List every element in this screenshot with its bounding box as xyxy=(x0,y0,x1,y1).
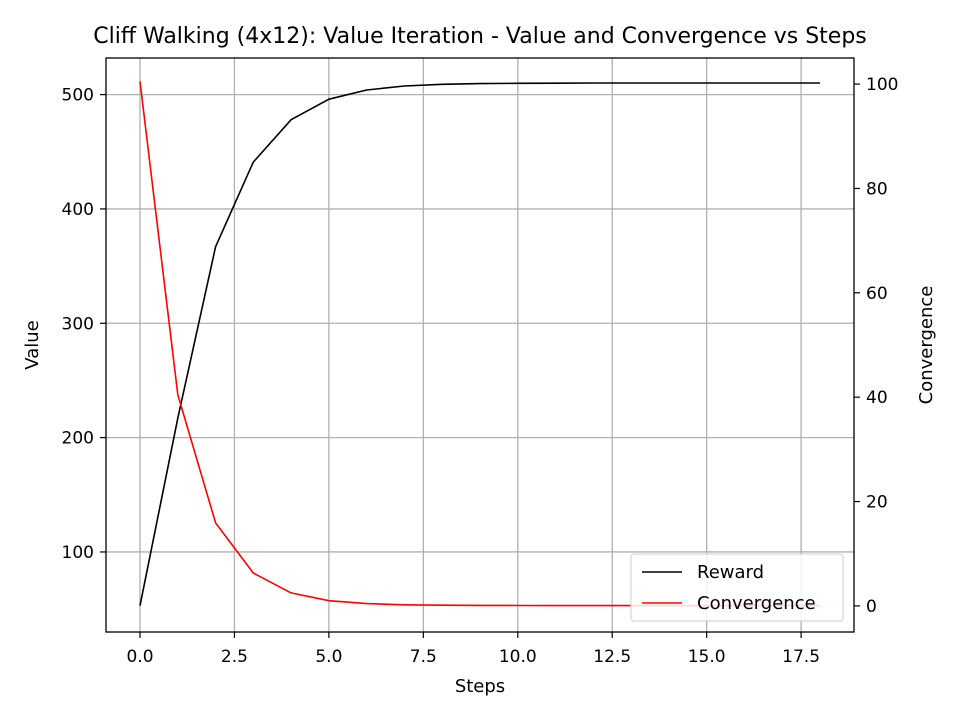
legend: Reward Convergence xyxy=(630,553,844,622)
series-line-reward xyxy=(139,82,820,606)
y2-tick-label: 80 xyxy=(866,179,888,199)
y-tick-label: 500 xyxy=(62,86,94,106)
y-tick-label: 100 xyxy=(62,543,94,563)
legend-label-convergence: Convergence xyxy=(697,593,816,614)
y-axis-ticks: 100 200 300 400 500 xyxy=(62,86,106,563)
x-tick-label: 17.5 xyxy=(782,647,820,667)
x-tick-label: 12.5 xyxy=(593,647,631,667)
y2-tick-label: 100 xyxy=(866,75,898,95)
y2-tick-label: 20 xyxy=(866,493,888,513)
x-tick-label: 15.0 xyxy=(688,647,726,667)
y-tick-label: 200 xyxy=(62,429,94,449)
x-tick-label: 5.0 xyxy=(315,647,342,667)
y2-axis-label: Convergence xyxy=(916,286,937,405)
x-tick-label: 2.5 xyxy=(221,647,248,667)
y2-tick-label: 60 xyxy=(866,284,888,304)
x-tick-label: 7.5 xyxy=(410,647,437,667)
x-axis-ticks: 0.0 2.5 5.0 7.5 10.0 12.5 15.0 17.5 xyxy=(126,632,820,667)
grid xyxy=(106,58,854,632)
x-axis-label: Steps xyxy=(455,676,505,697)
y-tick-label: 400 xyxy=(62,200,94,220)
plot-frame xyxy=(105,57,855,633)
y2-tick-label: 40 xyxy=(866,388,888,408)
legend-box xyxy=(630,553,844,622)
y-axis-label: Value xyxy=(22,320,43,369)
chart-title: Cliff Walking (4x12): Value Iteration - … xyxy=(93,24,867,49)
y2-axis-ticks: 0 20 40 60 80 100 xyxy=(854,75,898,617)
legend-label-reward: Reward xyxy=(697,562,764,583)
x-tick-label: 10.0 xyxy=(499,647,537,667)
x-tick-label: 0.0 xyxy=(126,647,153,667)
y2-tick-label: 0 xyxy=(866,597,877,617)
y-tick-label: 300 xyxy=(62,314,94,334)
